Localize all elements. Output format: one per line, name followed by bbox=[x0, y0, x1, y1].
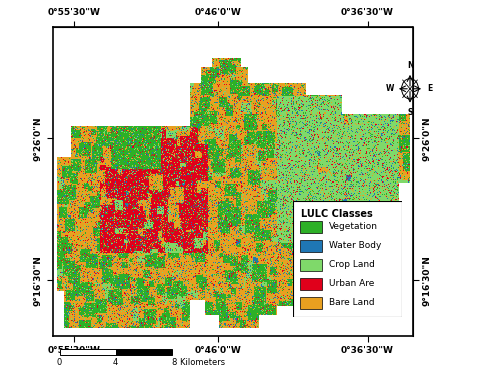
Bar bbox=[300, 221, 322, 232]
Text: 8 Kilometers: 8 Kilometers bbox=[172, 358, 224, 367]
Bar bbox=[300, 297, 322, 309]
Bar bbox=[60, 349, 116, 355]
Text: W: W bbox=[386, 84, 394, 93]
Text: N: N bbox=[407, 61, 413, 69]
Bar bbox=[300, 278, 322, 290]
Text: Water Body: Water Body bbox=[329, 241, 381, 250]
Text: Crop Land: Crop Land bbox=[329, 260, 374, 269]
Text: Urban Are: Urban Are bbox=[329, 279, 374, 288]
Text: 0: 0 bbox=[57, 358, 62, 367]
Text: LULC Classes: LULC Classes bbox=[302, 209, 373, 219]
Text: Bare Land: Bare Land bbox=[329, 298, 374, 307]
Bar bbox=[116, 349, 172, 355]
Text: E: E bbox=[427, 84, 432, 93]
Text: S: S bbox=[408, 108, 412, 117]
Text: Vegetation: Vegetation bbox=[329, 222, 378, 231]
Text: 4: 4 bbox=[113, 358, 118, 367]
Bar bbox=[300, 259, 322, 271]
Bar bbox=[300, 240, 322, 252]
